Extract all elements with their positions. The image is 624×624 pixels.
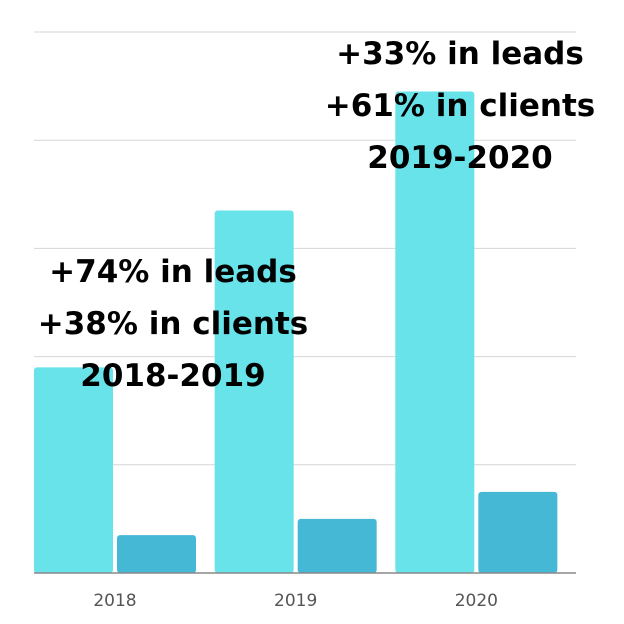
annotation-line: +38% in clients: [37, 306, 309, 342]
annotation-line: +33% in leads: [336, 36, 584, 72]
x-tick-labels: 2018 2019 2020: [93, 591, 498, 611]
bars: [34, 91, 558, 573]
gridlines: [34, 31, 576, 466]
annotation-line: +61% in clients: [324, 88, 596, 124]
annotation-2019-2020: +33% in leads +61% in clients 2019-2020: [310, 28, 610, 184]
bar-2020-series-1: [395, 91, 475, 573]
x-tick-label: 2020: [455, 591, 498, 611]
x-tick-label: 2019: [274, 591, 317, 611]
annotation-line: 2019-2020: [367, 140, 553, 176]
annotation-line: 2018-2019: [80, 358, 266, 394]
bar-2020-series-2: [478, 491, 558, 573]
bar-2018-series-2: [117, 535, 196, 573]
annotation-2018-2019: +74% in leads +38% in clients 2018-2019: [20, 246, 326, 402]
bar-2019-series-2: [297, 518, 377, 573]
bar-2018-series-1: [34, 367, 113, 573]
x-tick-label: 2018: [93, 591, 136, 611]
annotation-line: +74% in leads: [49, 254, 297, 290]
bar-2019-series-1: [214, 210, 294, 573]
